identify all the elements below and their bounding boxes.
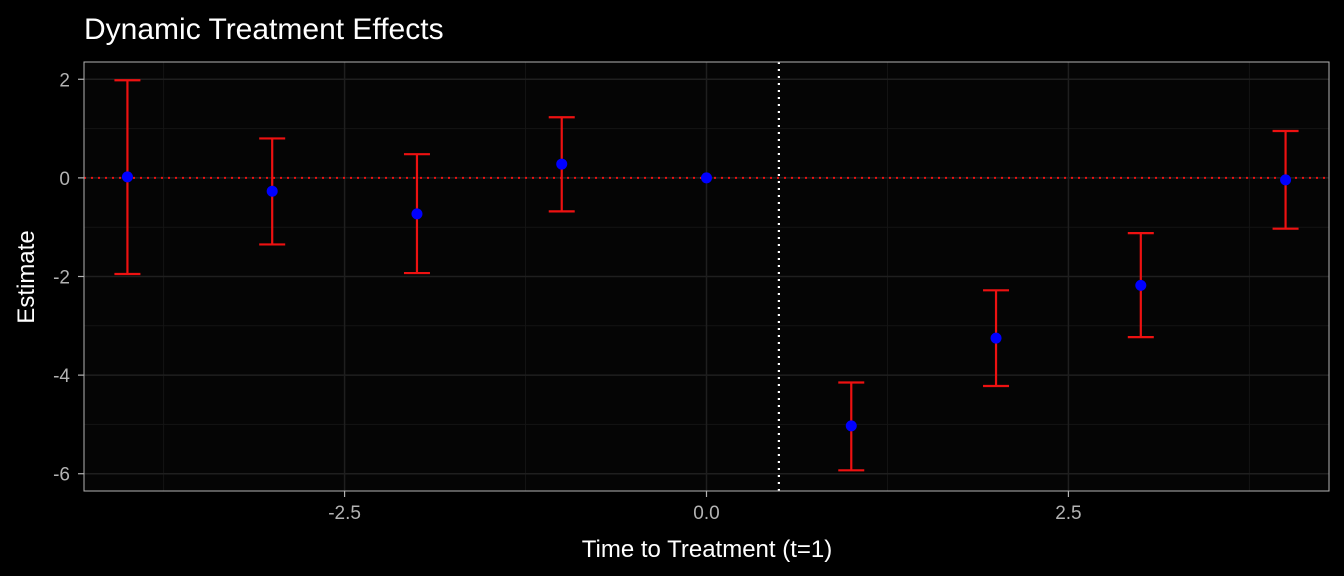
y-axis-ticks: 2 0 -2 -4 -6 [53, 70, 84, 486]
estimate-point [1135, 279, 1147, 291]
y-tick-label: -2 [53, 268, 70, 289]
estimate-point [845, 420, 857, 432]
estimate-point [121, 171, 133, 183]
estimate-point [1280, 174, 1292, 186]
estimate-point [266, 185, 278, 197]
reference-lines [84, 62, 1329, 491]
estimate-points [121, 158, 1292, 432]
x-tick-label: 0.0 [693, 503, 719, 524]
y-axis-title: Estimate [13, 230, 40, 323]
x-tick-label: -2.5 [328, 503, 361, 524]
y-tick-label: -6 [53, 465, 70, 486]
y-tick-label: -4 [53, 366, 70, 387]
chart-title: Dynamic Treatment Effects [84, 13, 444, 46]
x-axis-ticks: -2.5 0.0 2.5 [328, 491, 1082, 524]
estimate-point [701, 172, 712, 184]
x-axis-title: Time to Treatment (t=1) [582, 536, 833, 563]
estimate-point [556, 158, 568, 170]
estimate-point [990, 332, 1002, 344]
x-tick-label: 2.5 [1055, 503, 1081, 524]
y-tick-label: 0 [59, 169, 70, 190]
estimate-point [411, 208, 423, 220]
y-tick-label: 2 [59, 70, 70, 91]
error-bars [114, 79, 1299, 472]
